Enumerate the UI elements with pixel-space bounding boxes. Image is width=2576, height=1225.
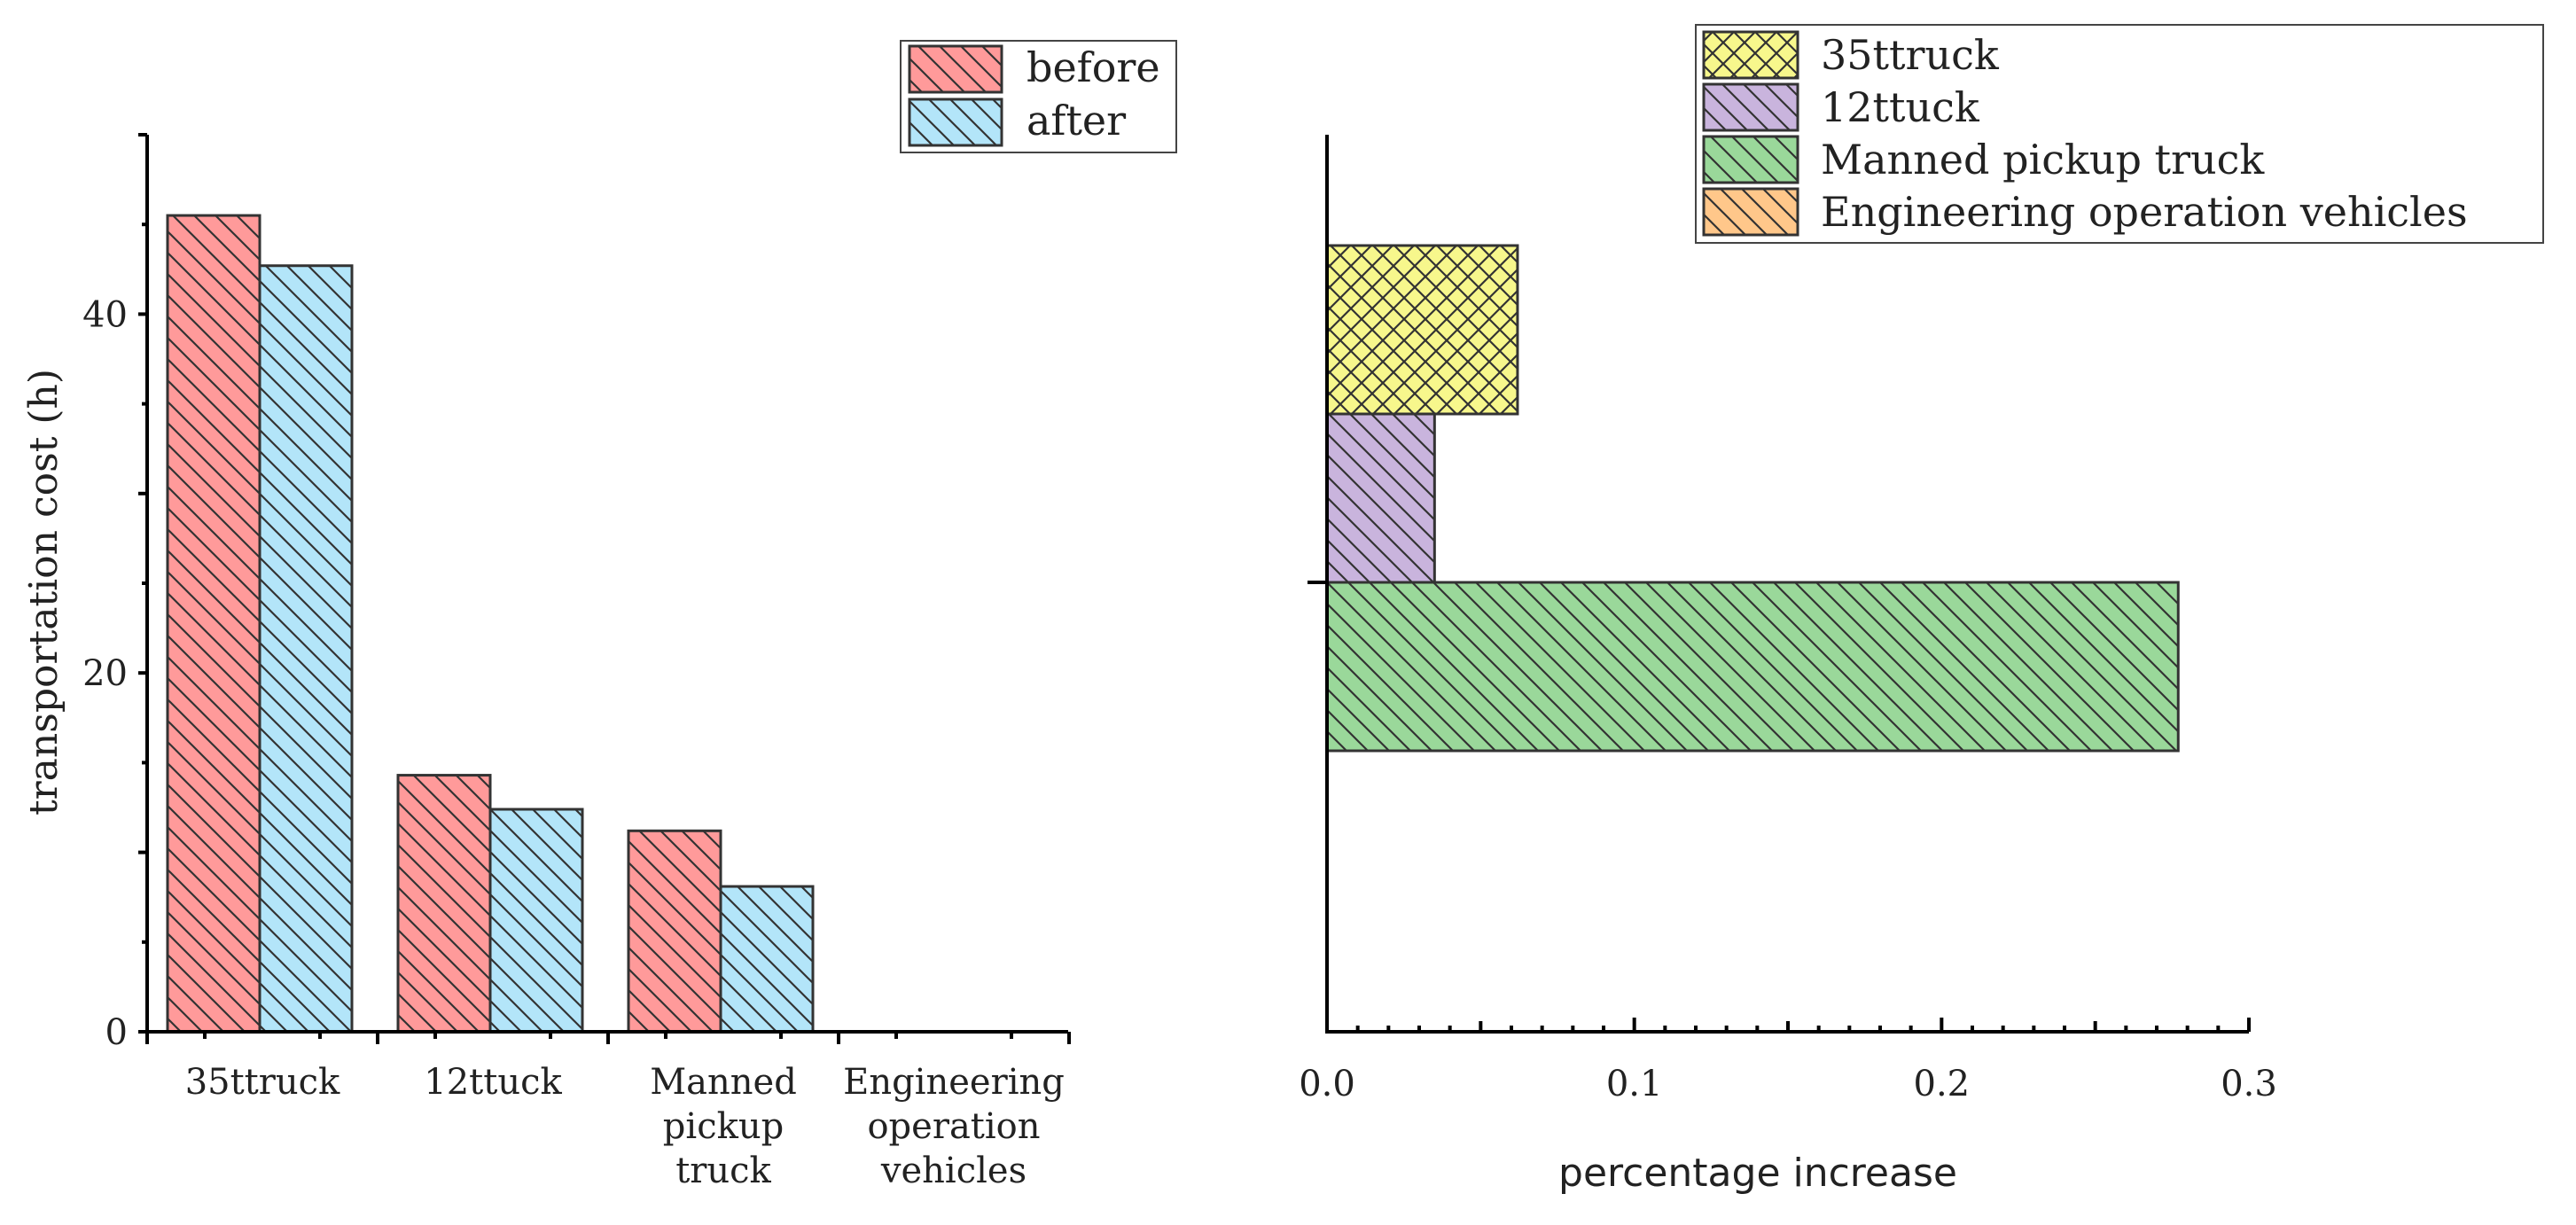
left-category-label: vehicles <box>880 1151 1026 1191</box>
left-category-label: Engineering <box>843 1062 1065 1103</box>
left-y-tick-label: 0 <box>105 1012 128 1053</box>
right-x-tick-label: 0.1 <box>1606 1064 1663 1104</box>
left-y-tick-label: 20 <box>82 653 128 694</box>
right-ticks: 0.0 0.1 0.2 0.3 <box>1299 581 2277 1104</box>
right-legend-label: Manned pickup truck <box>1821 136 2265 183</box>
bar-before-2 <box>627 829 722 1034</box>
bar-before-1 <box>396 774 492 1034</box>
right-legend-label: Engineering operation vehicles <box>1821 188 2468 236</box>
right-legend-swatch-1 <box>1702 82 1799 132</box>
left-category-label: Manned <box>650 1062 797 1103</box>
right-legend-box <box>1695 24 2544 244</box>
left-bars <box>166 214 815 1034</box>
bar-after-2 <box>719 885 815 1034</box>
left-category-label: 35ttruck <box>185 1062 340 1103</box>
left-ticks: 0 20 40 <box>82 133 1071 1053</box>
left-legend-swatch-before <box>908 44 1003 94</box>
right-legend-swatch-3 <box>1702 187 1799 237</box>
right-x-tick-label: 0.3 <box>2221 1064 2277 1104</box>
left-category-label: pickup <box>663 1106 784 1147</box>
right-bar-chart: 0.0 0.1 0.2 0.3 percentage increase 35ttruc… <box>1299 24 2544 1196</box>
hbar-2 <box>1325 581 2180 753</box>
hbar-1 <box>1325 412 1436 584</box>
right-legend-label: 35ttruck <box>1821 31 2000 79</box>
right-x-tick-label: 0.2 <box>1914 1064 1971 1104</box>
left-y-axis-title: transportation cost (h) <box>21 369 66 815</box>
right-x-axis-title: percentage increase <box>1558 1151 1957 1196</box>
bar-after-1 <box>488 808 584 1034</box>
left-legend-label: after <box>1026 97 1126 144</box>
left-legend-swatch-after <box>908 98 1003 147</box>
right-legend-label: 12ttuck <box>1821 83 1980 131</box>
right-bars <box>1325 244 2180 753</box>
bar-before-0 <box>166 214 262 1034</box>
left-category-label: operation <box>867 1106 1040 1147</box>
left-legend: before after <box>900 40 1177 153</box>
right-legend-swatch-0 <box>1702 30 1799 80</box>
left-legend-label: before <box>1026 43 1160 91</box>
right-x-tick-label: 0.0 <box>1299 1064 1355 1104</box>
hbar-0 <box>1325 244 1519 416</box>
bar-after-0 <box>258 264 354 1034</box>
left-y-tick-label: 40 <box>82 294 128 335</box>
left-category-label: truck <box>675 1151 771 1191</box>
right-legend-swatch-2 <box>1702 135 1799 184</box>
left-category-label: 12ttuck <box>424 1062 562 1103</box>
